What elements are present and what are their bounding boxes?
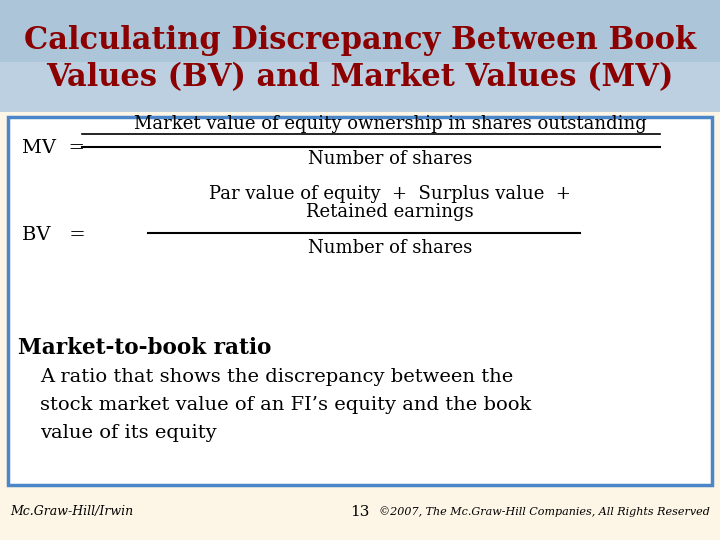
Text: Calculating Discrepancy Between Book: Calculating Discrepancy Between Book — [24, 24, 696, 56]
Bar — [0, 0, 720, 112]
Text: Number of shares: Number of shares — [308, 239, 472, 257]
Text: A ratio that shows the discrepancy between the: A ratio that shows the discrepancy betwe… — [40, 368, 513, 386]
Text: Retained earnings: Retained earnings — [306, 203, 474, 221]
Text: ©2007, The Mc.Graw-Hill Companies, All Rights Reserved: ©2007, The Mc.Graw-Hill Companies, All R… — [379, 507, 710, 517]
Text: Market value of equity ownership in shares outstanding: Market value of equity ownership in shar… — [134, 115, 647, 133]
Text: stock market value of an FI’s equity and the book: stock market value of an FI’s equity and… — [40, 396, 531, 414]
Text: value of its equity: value of its equity — [40, 424, 217, 442]
Text: 13: 13 — [351, 505, 369, 519]
Text: BV   =: BV = — [22, 226, 86, 244]
Text: Number of shares: Number of shares — [308, 150, 472, 168]
FancyBboxPatch shape — [8, 117, 712, 485]
Text: Market-to-book ratio: Market-to-book ratio — [18, 337, 271, 359]
Text: Par value of equity  +  Surplus value  +: Par value of equity + Surplus value + — [209, 185, 571, 203]
Text: Mc.Graw-Hill/Irwin: Mc.Graw-Hill/Irwin — [10, 505, 133, 518]
Text: Values (BV) and Market Values (MV): Values (BV) and Market Values (MV) — [46, 63, 674, 93]
Text: MV  =: MV = — [22, 139, 85, 157]
Bar — [0, 62, 720, 112]
